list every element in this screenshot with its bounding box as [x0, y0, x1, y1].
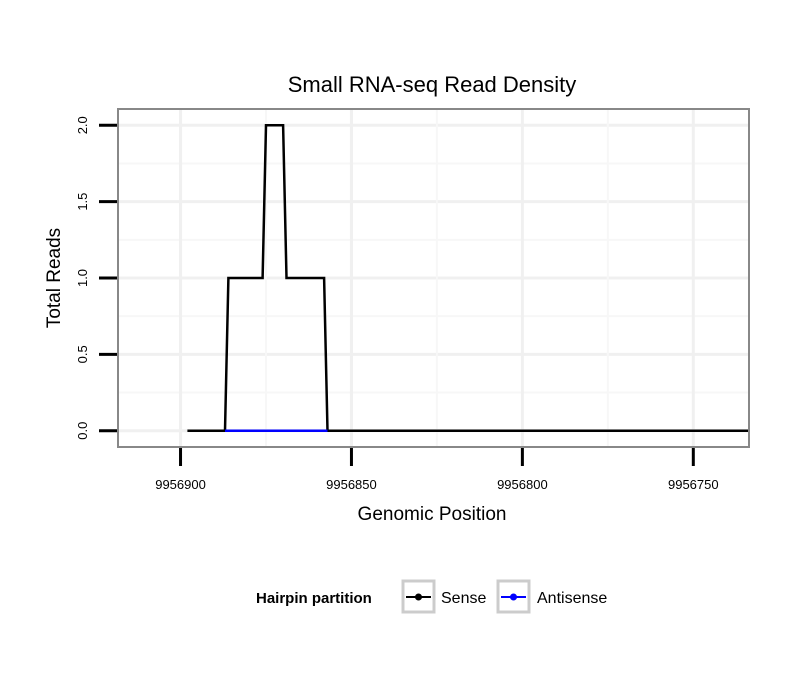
legend-key-antisense-dot: [510, 593, 517, 601]
legend-key-sense-dot: [415, 593, 422, 601]
axes: 0.0 0.5 1.0 1.5 2.0 9956900 9956850 9956800 9956…: [75, 116, 719, 492]
y-axis-label: Total Reads: [44, 228, 65, 328]
legend-title: Hairpin partition: [256, 590, 372, 607]
x-tick-label-3: 9956750: [668, 477, 719, 492]
x-tick-label-0: 9956900: [155, 477, 206, 492]
series-line-sense: [187, 124, 748, 432]
y-tick-label-4: 2.0: [75, 116, 90, 134]
series-lines: [187, 124, 748, 432]
legend: Hairpin partition Sense Antisense: [256, 579, 607, 614]
chart-title: Small RNA-seq Read Density: [288, 72, 577, 97]
legend-item-antisense: Antisense: [496, 579, 607, 614]
y-tick-label-0: 0.0: [75, 422, 90, 440]
legend-item-sense: Sense: [401, 579, 486, 614]
y-tick-label-2: 1.0: [75, 269, 90, 287]
legend-label-sense: Sense: [441, 590, 486, 607]
y-tick-label-1: 0.5: [75, 345, 90, 363]
y-tick-label-3: 1.5: [75, 193, 90, 211]
x-axis-label: Genomic Position: [358, 504, 507, 525]
x-tick-label-2: 9956800: [497, 477, 548, 492]
legend-label-antisense: Antisense: [537, 590, 607, 607]
x-tick-label-1: 9956850: [326, 477, 377, 492]
